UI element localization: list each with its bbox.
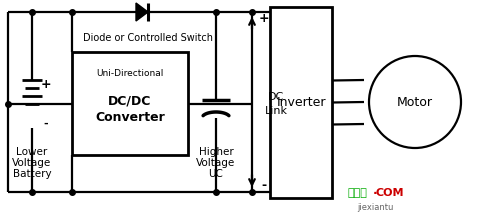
Bar (72, 52, 188, 155)
Text: Uni-Directional: Uni-Directional (96, 69, 164, 78)
Text: Battery: Battery (12, 169, 51, 179)
Text: Inverter: Inverter (276, 96, 326, 109)
Text: UC: UC (208, 169, 224, 179)
Text: ·: · (372, 187, 378, 200)
Text: Converter: Converter (95, 111, 165, 124)
Text: +: + (258, 11, 270, 25)
Text: DC: DC (268, 92, 284, 102)
Text: -: - (262, 179, 266, 192)
Text: -: - (44, 119, 49, 129)
Text: jiexiantu: jiexiantu (357, 202, 393, 211)
Text: Link: Link (264, 106, 287, 116)
Text: 接线图: 接线图 (347, 188, 367, 198)
Text: Voltage: Voltage (12, 158, 51, 168)
Text: Lower: Lower (16, 147, 48, 157)
Text: Motor: Motor (397, 95, 433, 109)
Text: +: + (40, 78, 52, 91)
Polygon shape (136, 3, 148, 21)
Text: Higher: Higher (198, 147, 234, 157)
Text: Diode or Controlled Switch: Diode or Controlled Switch (83, 33, 213, 43)
Bar (270, 7, 332, 198)
Text: DC/DC: DC/DC (108, 95, 152, 108)
Text: COM: COM (376, 188, 404, 198)
Text: Voltage: Voltage (196, 158, 235, 168)
